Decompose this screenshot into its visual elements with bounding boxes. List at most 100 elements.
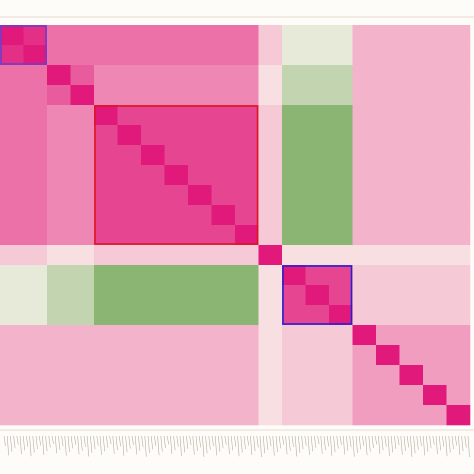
- heatmap-cell: [376, 185, 400, 206]
- heatmap-cell: [0, 365, 24, 386]
- heatmap-cell: [258, 25, 283, 46]
- label-tick: [144, 435, 147, 457]
- heatmap-cell: [446, 25, 471, 46]
- heatmap-cell: [352, 205, 377, 226]
- heatmap-cell: [235, 345, 259, 366]
- heatmap-cell: [235, 225, 259, 246]
- heatmap-cell: [94, 25, 118, 46]
- heatmap-cell: [235, 145, 259, 166]
- heatmap-cell: [23, 385, 48, 406]
- label-tick: [3, 435, 6, 447]
- heatmap-cell: [399, 205, 424, 226]
- heatmap-cell: [211, 205, 236, 226]
- heatmap-cell: [211, 45, 236, 66]
- label-tick: [352, 435, 355, 457]
- label-tick: [109, 435, 112, 445]
- heatmap-cell: [164, 305, 189, 326]
- heatmap-cell: [329, 25, 353, 46]
- heatmap-cell: [329, 85, 353, 106]
- label-tick: [83, 435, 86, 448]
- heatmap-cell: [188, 45, 212, 66]
- heatmap-cell: [164, 245, 189, 266]
- heatmap-cell: [423, 205, 447, 226]
- heatmap-cell: [329, 245, 353, 266]
- heatmap-cell: [446, 385, 471, 406]
- heatmap-cell: [47, 325, 71, 346]
- heatmap-cell: [399, 385, 424, 406]
- heatmap-cell: [0, 345, 24, 366]
- heatmap-cell: [47, 225, 71, 246]
- heatmap-cell: [305, 145, 330, 166]
- heatmap-cell: [23, 165, 48, 186]
- heatmap-cell: [399, 25, 424, 46]
- label-tick: [282, 435, 285, 445]
- cluster-box: [0, 25, 47, 65]
- label-tick: [451, 435, 454, 450]
- label-tick: [131, 435, 134, 446]
- heatmap-cell: [23, 125, 48, 146]
- label-tick: [224, 435, 227, 445]
- label-tick: [301, 435, 304, 450]
- heatmap-cell: [23, 145, 48, 166]
- heatmap-cell: [141, 385, 165, 406]
- label-tick: [342, 435, 345, 455]
- heatmap-cell: [211, 145, 236, 166]
- label-tick: [240, 435, 243, 453]
- heatmap-cell: [399, 65, 424, 86]
- heatmap-cell: [117, 205, 142, 226]
- heatmap-cell: [23, 405, 48, 426]
- heatmap-cell: [352, 285, 377, 306]
- label-tick: [202, 435, 205, 457]
- heatmap-cell: [94, 285, 118, 306]
- heatmap-cell: [446, 125, 471, 146]
- heatmap-cell: [423, 285, 447, 306]
- heatmap-cell: [235, 105, 259, 126]
- heatmap-cell: [282, 405, 306, 426]
- label-tick: [304, 435, 307, 446]
- heatmap-cell: [211, 185, 236, 206]
- label-tick: [333, 435, 336, 453]
- heatmap-cell: [70, 145, 95, 166]
- heatmap-cell: [329, 385, 353, 406]
- heatmap-cell: [117, 165, 142, 186]
- heatmap-cell: [211, 245, 236, 266]
- label-tick: [195, 435, 198, 452]
- heatmap-cell: [141, 345, 165, 366]
- heatmap-cell: [329, 285, 353, 306]
- label-tick: [61, 435, 64, 447]
- label-tick: [227, 435, 230, 455]
- heatmap-cell: [305, 265, 330, 286]
- heatmap-cell: [446, 45, 471, 66]
- heatmap-cell: [164, 65, 189, 86]
- label-tick: [445, 435, 448, 457]
- heatmap-cell: [235, 405, 259, 426]
- heatmap-cell: [399, 285, 424, 306]
- heatmap-cell: [0, 205, 24, 226]
- heatmap-cell: [188, 65, 212, 86]
- heatmap-cell: [282, 325, 306, 346]
- label-tick: [294, 435, 297, 457]
- heatmap-cell: [329, 405, 353, 426]
- label-tick: [464, 435, 467, 448]
- heatmap-cell: [305, 245, 330, 266]
- heatmap-cell: [188, 85, 212, 106]
- heatmap-cell: [70, 45, 95, 66]
- heatmap-cell: [329, 165, 353, 186]
- heatmap-cell: [211, 325, 236, 346]
- label-tick: [317, 435, 320, 445]
- heatmap-cell: [258, 225, 283, 246]
- heatmap-cell: [117, 265, 142, 286]
- label-tick: [355, 435, 358, 454]
- heatmap-cell: [164, 385, 189, 406]
- heatmap-cell: [141, 285, 165, 306]
- heatmap-cell: [352, 345, 377, 366]
- label-tick: [320, 435, 323, 454]
- heatmap-cell: [94, 345, 118, 366]
- label-tick: [384, 435, 387, 447]
- label-tick: [230, 435, 233, 451]
- heatmap-cell: [211, 405, 236, 426]
- heatmap-cell: [423, 85, 447, 106]
- label-tick: [118, 435, 121, 447]
- heatmap-cell: [70, 85, 95, 106]
- heatmap-cell: [23, 265, 48, 286]
